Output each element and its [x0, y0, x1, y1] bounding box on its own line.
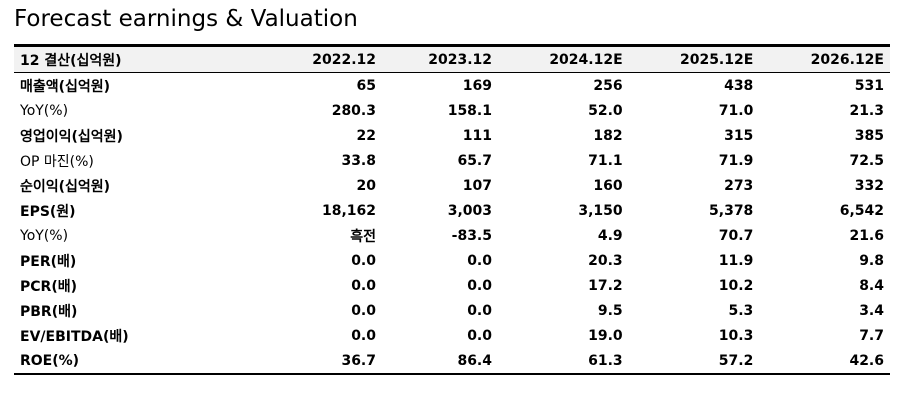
cell: 71.9 [718, 152, 754, 169]
cell: 256 [593, 77, 623, 94]
cell: 0.0 [351, 327, 376, 344]
cell: 3,003 [447, 202, 492, 219]
cell: 385 [854, 127, 884, 144]
cell: -83.5 [451, 227, 492, 244]
row-label: PCR(배) [20, 278, 77, 295]
cell: 438 [724, 77, 754, 94]
cell: 19.0 [588, 327, 623, 344]
cell: 0.0 [467, 302, 492, 319]
cell: 21.3 [849, 102, 884, 119]
cell: 3.4 [859, 302, 884, 319]
cell: 3,150 [578, 202, 623, 219]
cell: 18,162 [321, 202, 376, 219]
cell: 20 [356, 177, 376, 194]
cell: 65 [356, 77, 376, 94]
cell: 71.0 [718, 102, 754, 119]
row-label: 12 결산(십억원) [14, 45, 266, 73]
cell: 52.0 [588, 102, 623, 119]
cell: 0.0 [351, 277, 376, 294]
table-row: PER(배) 0.0 0.0 20.3 11.9 9.8 [14, 248, 890, 273]
row-label: YoY(%) [20, 227, 69, 244]
cell: 8.4 [859, 277, 884, 294]
cell: 332 [854, 177, 884, 194]
table-row: YoY(%) 280.3 158.1 52.0 71.0 21.3 [14, 98, 890, 123]
cell: 5.3 [728, 302, 754, 319]
cell: 0.0 [351, 302, 376, 319]
cell: 182 [593, 127, 623, 144]
cell: 72.5 [849, 152, 884, 169]
row-label: YoY(%) [20, 102, 69, 119]
cell: 0.0 [467, 327, 492, 344]
cell: 531 [854, 77, 884, 94]
table-row: ROE(%) 36.7 86.4 61.3 57.2 42.6 [14, 348, 890, 374]
row-label: 매출액(십억원) [20, 78, 111, 95]
cell: 6,542 [839, 202, 884, 219]
row-label: 순이익(십억원) [20, 178, 111, 195]
cell: 61.3 [588, 352, 623, 369]
cell: 10.2 [718, 277, 754, 294]
table-row: EV/EBITDA(배) 0.0 0.0 19.0 10.3 7.7 [14, 323, 890, 348]
cell: 0.0 [467, 252, 492, 269]
cell: 2026.12E [759, 45, 890, 73]
cell: 2024.12E [498, 45, 629, 73]
cell: 158.1 [447, 102, 492, 119]
row-label: EPS(원) [20, 203, 76, 220]
table-title: Forecast earnings & Valuation [14, 6, 358, 32]
cell: 20.3 [588, 252, 623, 269]
cell: 280.3 [331, 102, 376, 119]
cell: 7.7 [859, 327, 884, 344]
row-label: PER(배) [20, 253, 77, 270]
table-row: 순이익(십억원) 20 107 160 273 332 [14, 173, 890, 198]
cell: 169 [462, 77, 492, 94]
cell: 86.4 [457, 352, 492, 369]
cell: 71.1 [588, 152, 623, 169]
table-row: PCR(배) 0.0 0.0 17.2 10.2 8.4 [14, 273, 890, 298]
cell: 2025.12E [628, 45, 760, 73]
cell: 4.9 [597, 227, 623, 244]
row-label: PBR(배) [20, 303, 78, 320]
cell: 5,378 [709, 202, 754, 219]
table-row: PBR(배) 0.0 0.0 9.5 5.3 3.4 [14, 298, 890, 323]
cell: 0.0 [351, 252, 376, 269]
row-label: 영업이익(십억원) [20, 128, 123, 145]
cell: 33.8 [341, 152, 376, 169]
cell: 42.6 [849, 352, 884, 369]
cell: 10.3 [718, 327, 754, 344]
cell: 315 [724, 127, 754, 144]
table-row: EPS(원) 18,162 3,003 3,150 5,378 6,542 [14, 198, 890, 223]
table-row: YoY(%) 흑전 -83.5 4.9 70.7 21.6 [14, 223, 890, 248]
table-row: 영업이익(십억원) 22 111 182 315 385 [14, 123, 890, 148]
cell: 11.9 [718, 252, 754, 269]
valuation-table: 12 결산(십억원) 2022.12 2023.12 2024.12E 2025.12E… [14, 44, 890, 375]
cell: 9.5 [597, 302, 623, 319]
header-row: 12 결산(십억원) 2022.12 2023.12 2024.12E 2025.12E… [14, 45, 890, 73]
cell: 9.8 [859, 252, 884, 269]
cell: 160 [593, 177, 623, 194]
cell: 111 [462, 127, 492, 144]
cell: 17.2 [588, 277, 623, 294]
row-label: ROE(%) [20, 352, 80, 369]
row-label: EV/EBITDA(배) [20, 328, 129, 345]
cell: 흑전 [350, 228, 376, 245]
cell: 57.2 [718, 352, 754, 369]
cell: 2022.12 [266, 45, 382, 73]
cell: 65.7 [457, 152, 492, 169]
row-label: OP 마진(%) [20, 153, 94, 170]
cell: 2023.12 [382, 45, 498, 73]
table-row: OP 마진(%) 33.8 65.7 71.1 71.9 72.5 [14, 148, 890, 173]
cell: 0.0 [467, 277, 492, 294]
cell: 273 [724, 177, 754, 194]
cell: 36.7 [341, 352, 376, 369]
cell: 70.7 [718, 227, 754, 244]
cell: 22 [356, 127, 376, 144]
cell: 107 [462, 177, 492, 194]
cell: 21.6 [849, 227, 884, 244]
table-row: 매출액(십억원) 65 169 256 438 531 [14, 73, 890, 99]
